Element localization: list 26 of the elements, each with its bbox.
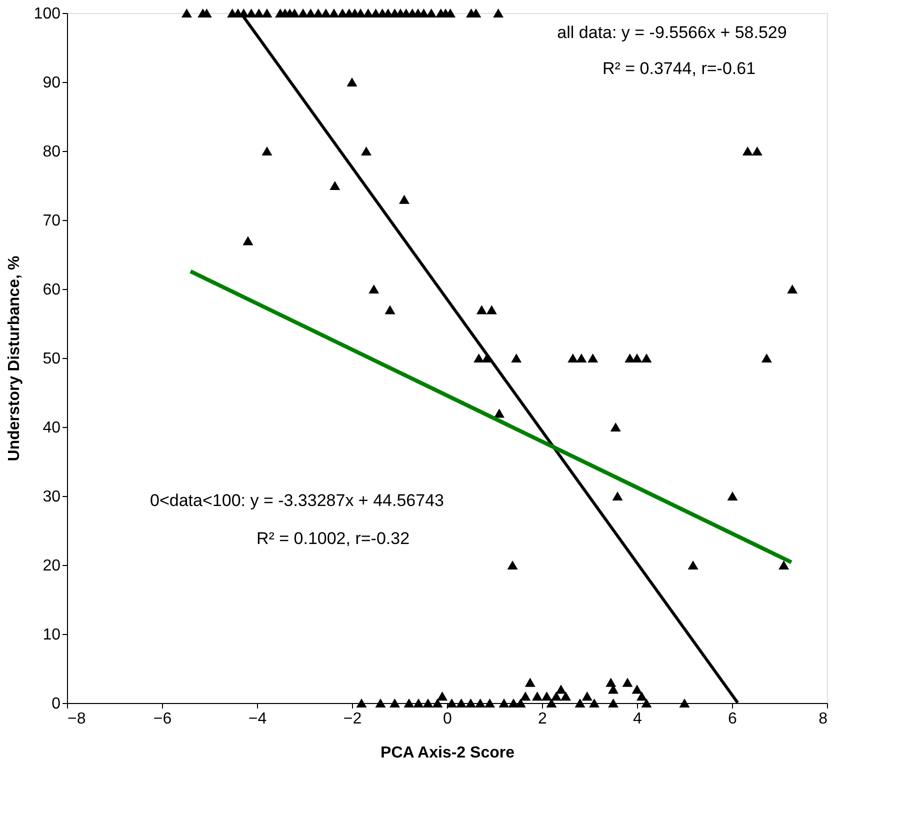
x-tick-label: 8: [818, 710, 828, 728]
x-tick-label: −4: [248, 710, 267, 728]
x-tick-label: −6: [153, 710, 172, 728]
x-tick-label: 0: [443, 710, 452, 728]
annotation: R² = 0.1002, r=-0.32: [256, 529, 410, 548]
y-tick-label: 40: [42, 420, 61, 436]
y-tick-label: 70: [42, 212, 61, 230]
x-tick-label: 4: [633, 710, 642, 728]
y-tick-label: 30: [42, 488, 61, 506]
y-tick-label: 60: [42, 282, 61, 298]
annotation: all data: y = -9.5566x + 58.529: [557, 23, 787, 42]
y-axis-title: Understory Disturbance, %: [6, 256, 23, 462]
y-tick-label: 10: [42, 626, 61, 644]
y-tick-label: 50: [42, 350, 61, 368]
y-tick-label: 100: [34, 6, 61, 22]
annotation: 0<data<100: y = -3.33287x + 44.56743: [150, 491, 444, 510]
x-axis-title: PCA Axis-2 Score: [380, 744, 515, 762]
annotation: R² = 0.3744, r=-0.61: [602, 59, 756, 78]
x-tick-label: 2: [538, 710, 548, 728]
y-tick-label: 20: [42, 558, 61, 574]
x-tick-label: −8: [68, 710, 86, 728]
y-tick-label: 80: [42, 144, 61, 160]
y-tick-label: 90: [42, 74, 61, 92]
y-tick-label: 0: [52, 696, 61, 712]
x-tick-label: −2: [343, 710, 362, 728]
x-tick-label: 6: [728, 710, 738, 728]
